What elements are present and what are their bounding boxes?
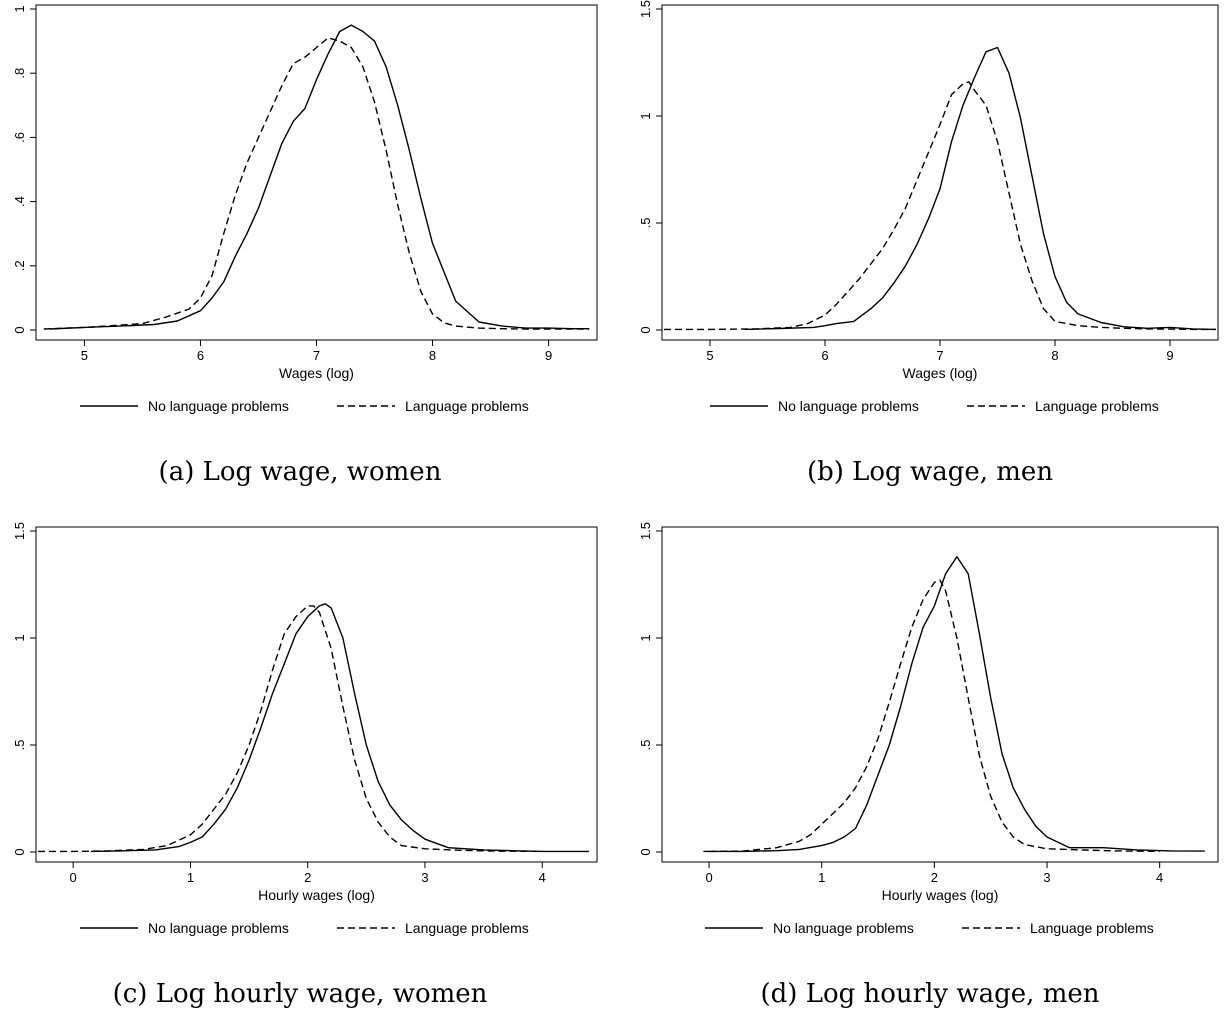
x-tick-label: 1 — [187, 870, 194, 885]
x-axis-title: Hourly wages (log) — [882, 887, 999, 903]
y-tick-label: .5 — [12, 740, 27, 751]
legend-label: Language problems — [1035, 398, 1159, 414]
plot-area-b: 5 6 7 8 9 0 .5 1 1.5 Wages (log) No language probl… — [638, 0, 1219, 414]
legend-label: No language problems — [148, 398, 289, 414]
plot-frame — [35, 4, 598, 341]
legend-label: Language problems — [1030, 920, 1154, 936]
series-line-language-problems — [664, 81, 1216, 331]
x-tick-label: 4 — [539, 870, 546, 885]
plot-area-a: 5 6 7 8 9 0 .2 .4 .6 .8 1 Wages (log) No language pr… — [12, 4, 598, 414]
x-tick-label: 0 — [70, 870, 77, 885]
series-line-no-language-problems — [703, 556, 1205, 853]
legend-label: Language problems — [405, 398, 529, 414]
y-tick-label: .6 — [12, 132, 27, 143]
y-tick-label: 0 — [638, 326, 653, 333]
series-line-no-language-problems — [744, 46, 1217, 331]
panel-b: 5 6 7 8 9 0 .5 1 1.5 Wages (log) No language probl… — [638, 0, 1219, 487]
y-tick-label: 1 — [12, 5, 27, 12]
x-axis-title: Hourly wages (log) — [258, 887, 375, 903]
x-tick-label: 6 — [821, 348, 828, 363]
plot-area-c: 0 1 2 3 4 0 .5 1 1.5 Hourly wages (log) No languag… — [12, 522, 598, 936]
x-tick-label: 6 — [197, 348, 204, 363]
y-tick-label: 0 — [12, 848, 27, 855]
series-line-language-problems — [709, 579, 1160, 853]
series-line-no-language-problems — [90, 603, 590, 853]
x-tick-label: 2 — [931, 870, 938, 885]
caption-c: (c) Log hourly wage, women — [113, 979, 488, 1009]
legend-label: Language problems — [405, 920, 529, 936]
y-tick-label: 1 — [638, 634, 653, 641]
series-line-no-language-problems — [49, 24, 590, 330]
panel-d: 0 1 2 3 4 0 .5 1 1.5 Hourly wages (log) No languag… — [638, 522, 1219, 1009]
y-tick-label: 1.5 — [638, 0, 653, 18]
y-tick-label: 1 — [638, 112, 653, 119]
y-tick-label: .2 — [12, 260, 27, 271]
caption-b: (b) Log wage, men — [807, 457, 1053, 487]
series-line-language-problems — [38, 605, 543, 853]
x-tick-label: 0 — [705, 870, 712, 885]
series-line-language-problems — [43, 37, 590, 330]
caption-a: (a) Log wage, women — [159, 457, 442, 487]
x-tick-label: 8 — [1051, 348, 1058, 363]
y-tick-label: 0 — [12, 326, 27, 333]
legend-label: No language problems — [778, 398, 919, 414]
plot-area-d: 0 1 2 3 4 0 .5 1 1.5 Hourly wages (log) No languag… — [638, 522, 1219, 936]
legend-label: No language problems — [773, 920, 914, 936]
y-tick-label: 0 — [638, 848, 653, 855]
plot-frame — [661, 4, 1219, 341]
y-tick-label: .4 — [12, 196, 27, 207]
y-tick-label: 1.5 — [638, 522, 653, 540]
plot-frame — [661, 526, 1219, 863]
caption-d: (d) Log hourly wage, men — [761, 979, 1100, 1009]
y-tick-label: .5 — [638, 218, 653, 229]
x-tick-label: 3 — [1043, 870, 1050, 885]
x-tick-label: 9 — [545, 348, 552, 363]
y-tick-label: .5 — [638, 740, 653, 751]
x-tick-label: 7 — [313, 348, 320, 363]
y-tick-label: 1.5 — [12, 522, 27, 540]
y-tick-label: 1 — [12, 634, 27, 641]
x-tick-label: 5 — [706, 348, 713, 363]
panel-a: 5 6 7 8 9 0 .2 .4 .6 .8 1 Wages (log) No language pr… — [12, 4, 598, 487]
x-tick-label: 9 — [1166, 348, 1173, 363]
legend-label: No language problems — [148, 920, 289, 936]
x-tick-label: 7 — [936, 348, 943, 363]
x-axis-title: Wages (log) — [279, 365, 354, 381]
x-tick-label: 3 — [421, 870, 428, 885]
panel-c: 0 1 2 3 4 0 .5 1 1.5 Hourly wages (log) No languag… — [12, 522, 598, 1009]
x-axis-title: Wages (log) — [903, 365, 978, 381]
x-tick-label: 5 — [81, 348, 88, 363]
y-tick-label: .8 — [12, 68, 27, 79]
x-tick-label: 2 — [304, 870, 311, 885]
x-tick-label: 1 — [818, 870, 825, 885]
x-tick-label: 8 — [429, 348, 436, 363]
x-tick-label: 4 — [1156, 870, 1163, 885]
plot-frame — [35, 526, 598, 863]
